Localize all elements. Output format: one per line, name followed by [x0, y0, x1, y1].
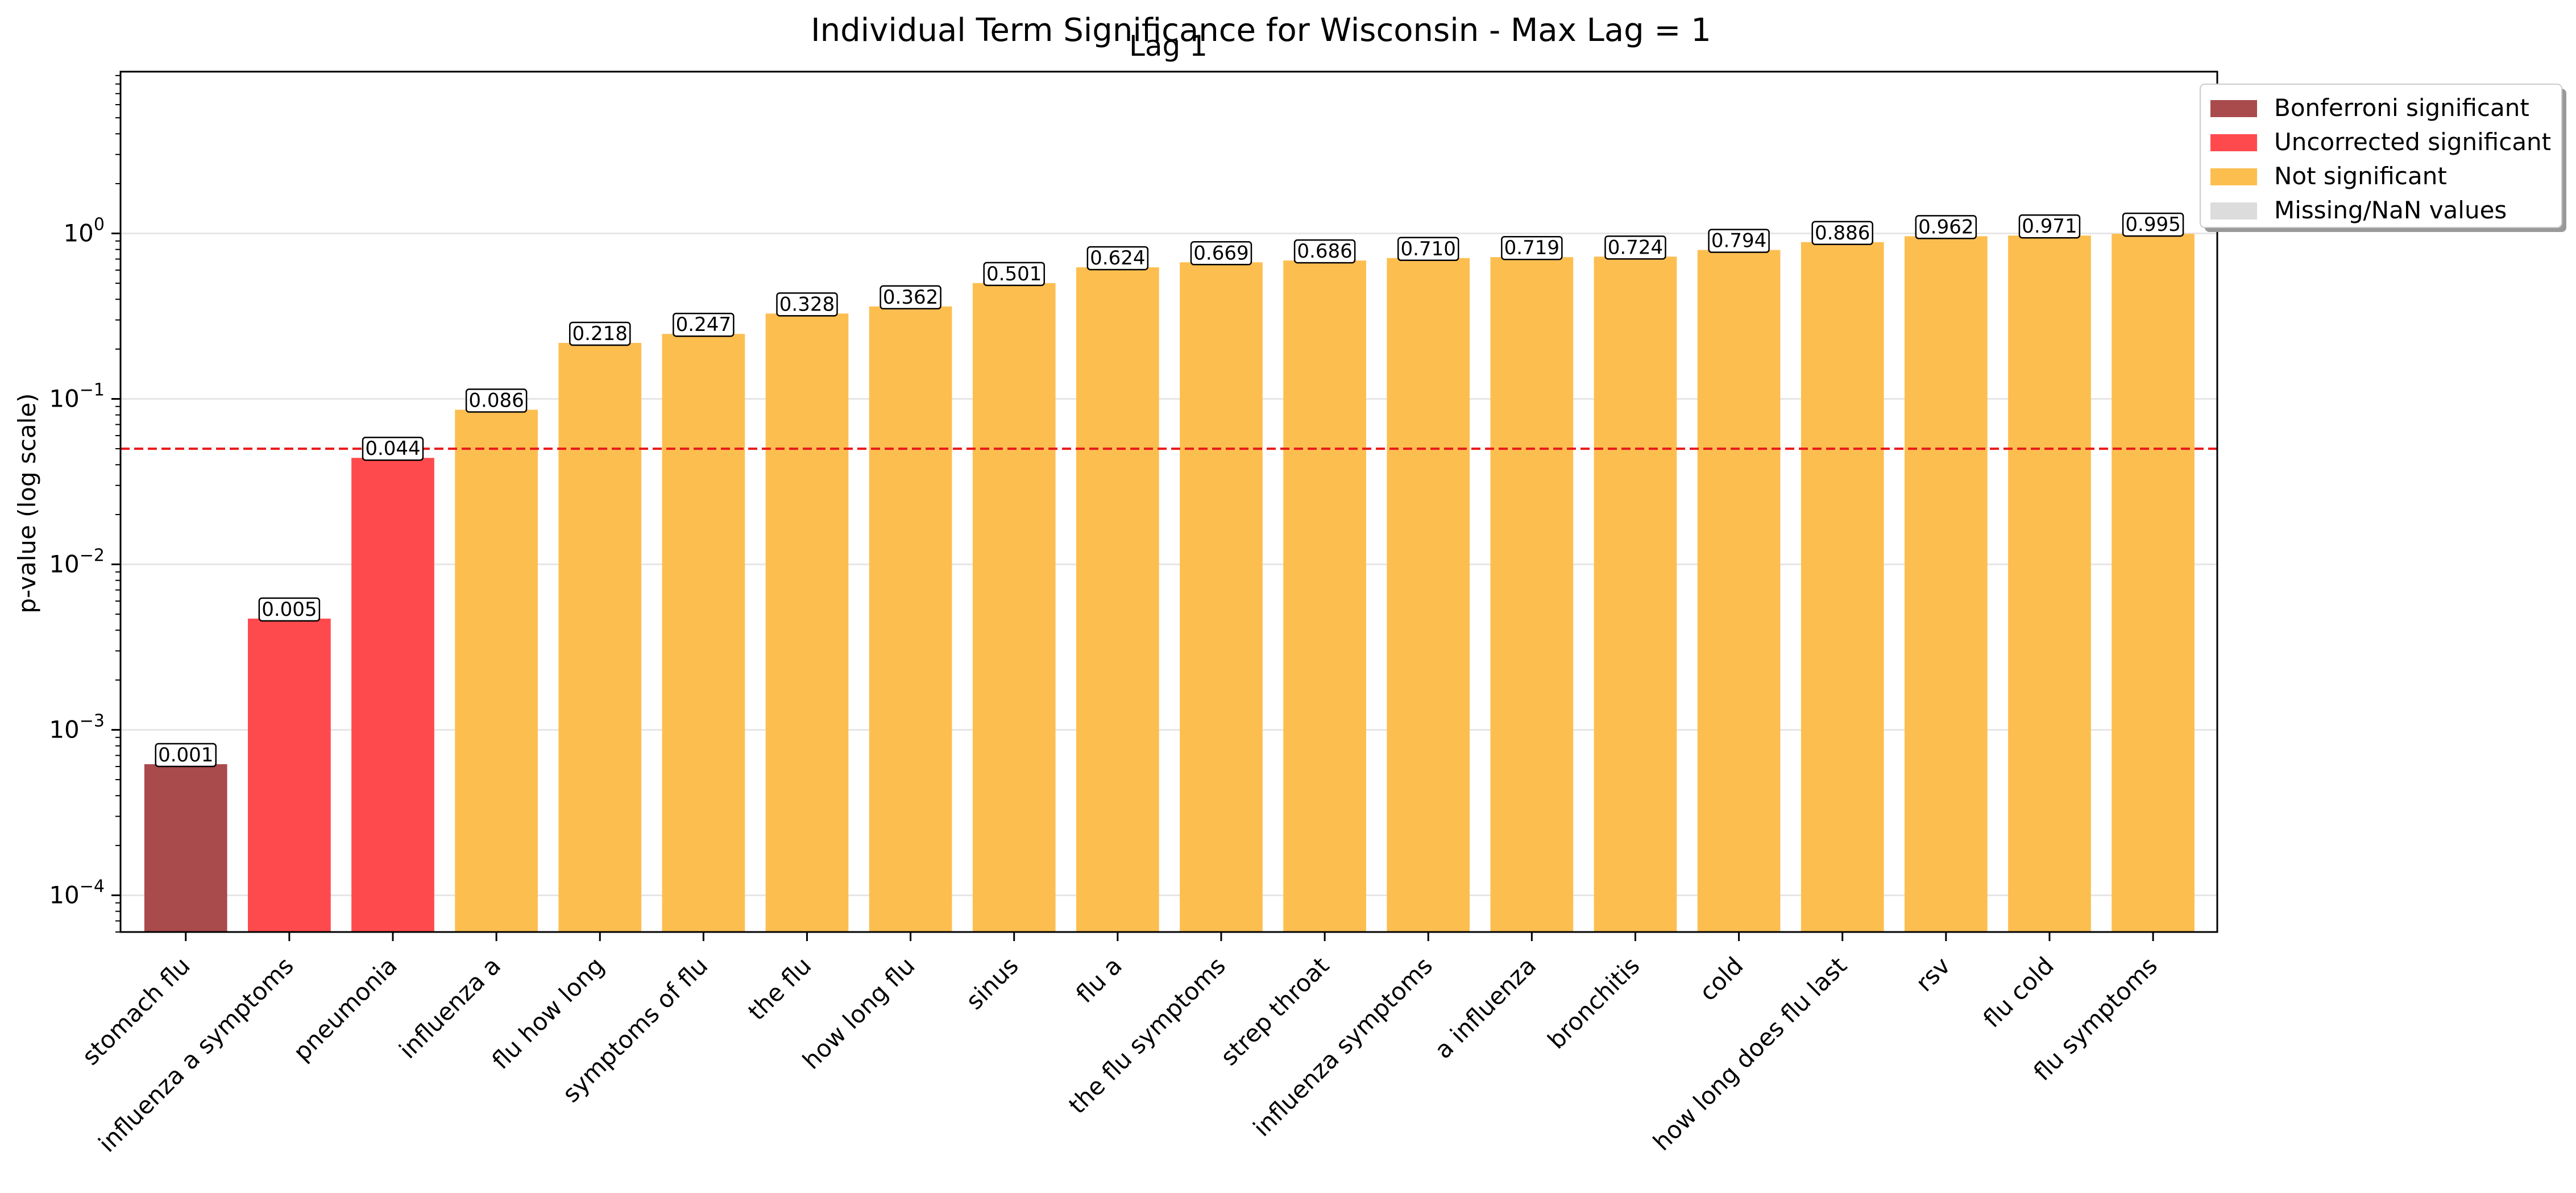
bar — [2008, 235, 2091, 932]
data-label-box — [1086, 246, 1149, 271]
bar — [1076, 267, 1159, 932]
bar — [248, 618, 331, 932]
legend-label: Missing/NaN values — [2274, 196, 2507, 224]
data-label: 0.971 — [2022, 215, 2077, 238]
data-label: 0.005 — [262, 598, 317, 621]
bar — [1904, 236, 1988, 932]
legend-label: Not significant — [2274, 162, 2447, 190]
data-label-box — [2018, 214, 2081, 239]
x-tick-label: sinus — [960, 951, 1023, 1014]
bar — [1490, 257, 1574, 933]
data-label-box — [1190, 241, 1252, 266]
data-label: 0.962 — [1918, 216, 1973, 238]
legend-box — [2200, 84, 2562, 228]
data-label: 0.669 — [1193, 242, 1248, 264]
gridlines — [121, 233, 2217, 896]
data-label: 0.501 — [986, 263, 1042, 285]
x-tick-label: influenza a — [393, 951, 506, 1064]
data-label-box — [569, 321, 631, 346]
x-tick-label: influenza symptoms — [1248, 951, 1438, 1142]
x-tick-label: bronchitis — [1542, 951, 1645, 1054]
legend-label: Bonferroni significant — [2274, 94, 2529, 122]
data-label: 0.218 — [573, 322, 628, 345]
data-label-box — [155, 743, 217, 768]
y-tick-label: 10−1 — [49, 380, 105, 412]
data-label: 0.328 — [779, 293, 835, 316]
data-label: 0.624 — [1090, 247, 1145, 270]
bar — [455, 409, 538, 932]
data-label-box — [776, 292, 838, 317]
x-tick-label: influenza a symptoms — [93, 951, 299, 1157]
data-label-box — [983, 262, 1045, 287]
data-label-box — [1604, 235, 1666, 260]
chart-subtitle: Lag 1 — [1129, 30, 1208, 63]
data-label-box — [465, 388, 528, 413]
data-label-box — [880, 285, 941, 310]
bar — [765, 313, 849, 933]
data-label-box — [1397, 237, 1459, 262]
data-label: 0.794 — [1711, 230, 1766, 252]
bar — [972, 283, 1056, 933]
data-label-box — [2122, 212, 2184, 237]
x-tick-label: flu cold — [1978, 951, 2059, 1033]
x-tick-label: pneumonia — [288, 951, 403, 1066]
legend-label: Uncorrected significant — [2274, 128, 2551, 156]
legend-swatch — [2210, 168, 2257, 185]
bar — [869, 306, 952, 932]
y-tick-label: 10−4 — [49, 876, 105, 909]
data-labels: 0.001 0.005 0.044 0.086 0.218 0.247 0.328 0.362… — [155, 212, 2184, 768]
plot-frame — [119, 71, 2218, 933]
data-label: 0.995 — [2125, 213, 2180, 236]
x-tick-label: how long does flu last — [1648, 951, 1852, 1156]
bar — [351, 458, 434, 932]
bar — [1697, 250, 1781, 932]
data-label: 0.686 — [1297, 240, 1352, 263]
y-axis: 10−4 10−3 10−2 10−1 100 — [49, 74, 121, 933]
data-label-box — [1501, 235, 1563, 260]
x-tick-label: how long flu — [797, 951, 920, 1074]
x-tick-label: cold — [1694, 951, 1748, 1006]
x-tick-label: rsv — [1910, 951, 1956, 997]
data-label-box — [1293, 239, 1356, 264]
data-label-box — [362, 436, 424, 461]
bar — [1387, 258, 1470, 932]
y-tick-label: 100 — [63, 215, 105, 247]
x-tick-label: the flu — [742, 951, 816, 1025]
data-label: 0.719 — [1504, 237, 1559, 259]
x-tick-label: flu a — [1071, 951, 1127, 1008]
legend-swatch — [2210, 134, 2257, 151]
data-label: 0.086 — [468, 390, 524, 412]
data-label-box — [673, 312, 735, 337]
legend-swatch — [2210, 202, 2257, 219]
y-tick-label: 10−2 — [49, 545, 105, 578]
data-label-box — [258, 597, 321, 622]
data-label: 0.044 — [365, 437, 420, 460]
legend-swatch — [2210, 100, 2257, 117]
data-label: 0.001 — [158, 744, 213, 767]
data-label-box — [1708, 229, 1770, 253]
bar — [558, 343, 642, 932]
bar — [1180, 262, 1263, 933]
data-label-box — [1811, 221, 1873, 246]
chart-title: Individual Term Significance for Wiscons… — [811, 12, 1711, 49]
data-label: 0.886 — [1815, 222, 1870, 245]
x-tick-label: a influenza — [1429, 951, 1542, 1064]
data-label: 0.362 — [883, 286, 938, 309]
bar — [662, 334, 745, 932]
bar — [2112, 234, 2195, 932]
bar — [1594, 256, 1677, 933]
data-label: 0.247 — [676, 313, 731, 336]
y-tick-label: 10−3 — [49, 711, 105, 743]
legend: Bonferroni significant Uncorrected signif… — [2200, 84, 2566, 232]
bars — [144, 234, 2195, 933]
bar — [1283, 260, 1366, 933]
data-label: 0.710 — [1401, 238, 1456, 260]
data-label-box — [1915, 215, 1977, 239]
data-label: 0.724 — [1608, 236, 1663, 259]
y-axis-label: p-value (log scale) — [13, 393, 41, 613]
bar — [144, 764, 227, 932]
bar — [1801, 242, 1884, 933]
